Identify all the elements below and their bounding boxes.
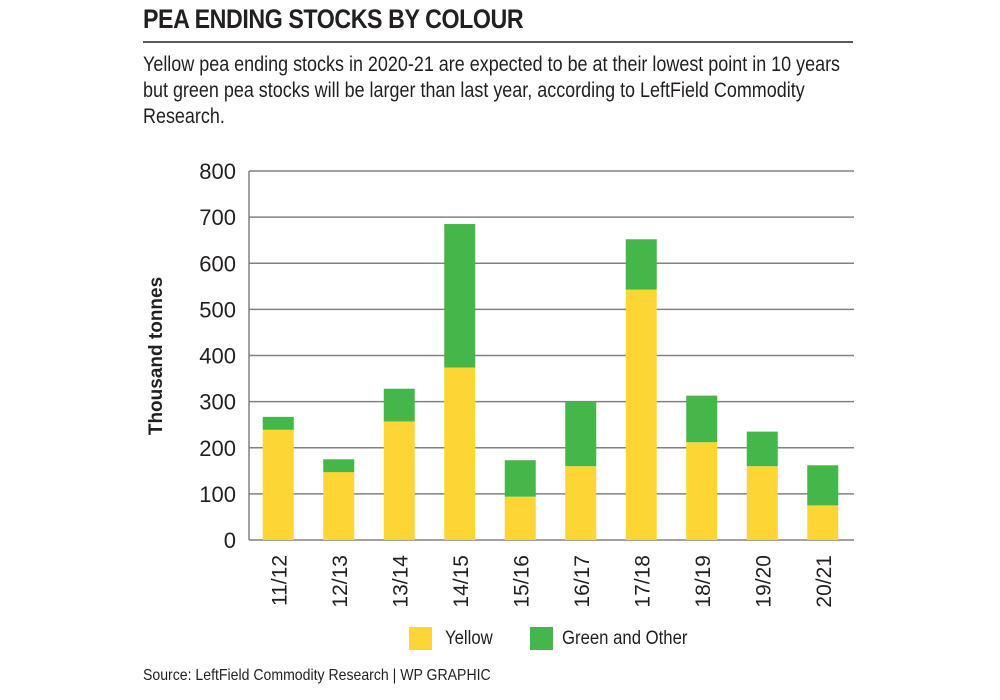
legend: Yellow Green and Other	[0, 627, 1000, 650]
bar-yellow-15-16	[504, 496, 536, 540]
source-credit: Source: LeftField Commodity Research | W…	[143, 667, 491, 684]
bar-yellow-17-18	[625, 289, 657, 540]
x-tick-label: 19/20	[752, 555, 775, 608]
legend-swatch-yellow	[409, 627, 432, 650]
bar-green-13-14	[383, 388, 415, 422]
x-tick-label: 18/19	[692, 555, 715, 608]
bar-green-19-20	[746, 431, 778, 467]
bar-yellow-16-17	[565, 466, 597, 540]
x-tick-label: 12/13	[329, 555, 352, 608]
bar-green-18-19	[686, 395, 718, 443]
y-tick-label: 400	[199, 344, 236, 369]
bar-yellow-19-20	[746, 466, 778, 540]
y-tick-label: 100	[199, 482, 236, 507]
bar-yellow-14-15	[444, 367, 476, 540]
bar-yellow-13-14	[383, 421, 415, 540]
x-tick-label: 16/17	[571, 555, 594, 608]
chart-subtitle: Yellow pea ending stocks in 2020-21 are …	[143, 53, 841, 128]
y-tick-label: 500	[199, 297, 236, 322]
chart-title: PEA ENDING STOCKS BY COLOUR	[143, 4, 524, 34]
y-tick-label: 700	[199, 205, 236, 230]
bar-green-20-21	[807, 465, 839, 506]
bar-green-14-15	[444, 224, 476, 368]
bar-green-17-18	[625, 239, 657, 290]
bars	[262, 224, 839, 540]
bar-green-11-12	[262, 416, 294, 430]
bar-yellow-12-13	[323, 472, 355, 540]
y-axis-label: Thousand tonnes	[146, 277, 167, 435]
title-divider	[143, 41, 853, 43]
axes: 0 100 200 300 400 500 600 700 800 11/12 12/13 13/14…	[199, 159, 835, 608]
legend-label-green: Green and Other	[562, 628, 688, 649]
bar-yellow-11-12	[262, 429, 294, 540]
bar-yellow-18-19	[686, 442, 718, 540]
y-tick-label: 300	[199, 390, 236, 415]
legend-swatch-green	[530, 627, 553, 650]
y-tick-label: 200	[199, 436, 236, 461]
bar-green-16-17	[565, 401, 597, 467]
x-tick-label: 15/16	[510, 555, 533, 608]
x-tick-label: 17/18	[631, 555, 654, 608]
x-tick-label: 11/12	[268, 555, 291, 606]
legend-label-yellow: Yellow	[445, 628, 493, 649]
x-tick-label: 13/14	[389, 555, 412, 608]
bar-green-15-16	[504, 460, 536, 497]
y-tick-label: 800	[199, 159, 236, 184]
x-tick-label: 20/21	[813, 555, 836, 608]
y-tick-label: 600	[199, 251, 236, 276]
y-tick-label: 0	[224, 528, 236, 553]
x-tick-label: 14/15	[450, 555, 473, 608]
bar-green-12-13	[323, 459, 355, 473]
bar-yellow-20-21	[807, 505, 839, 540]
